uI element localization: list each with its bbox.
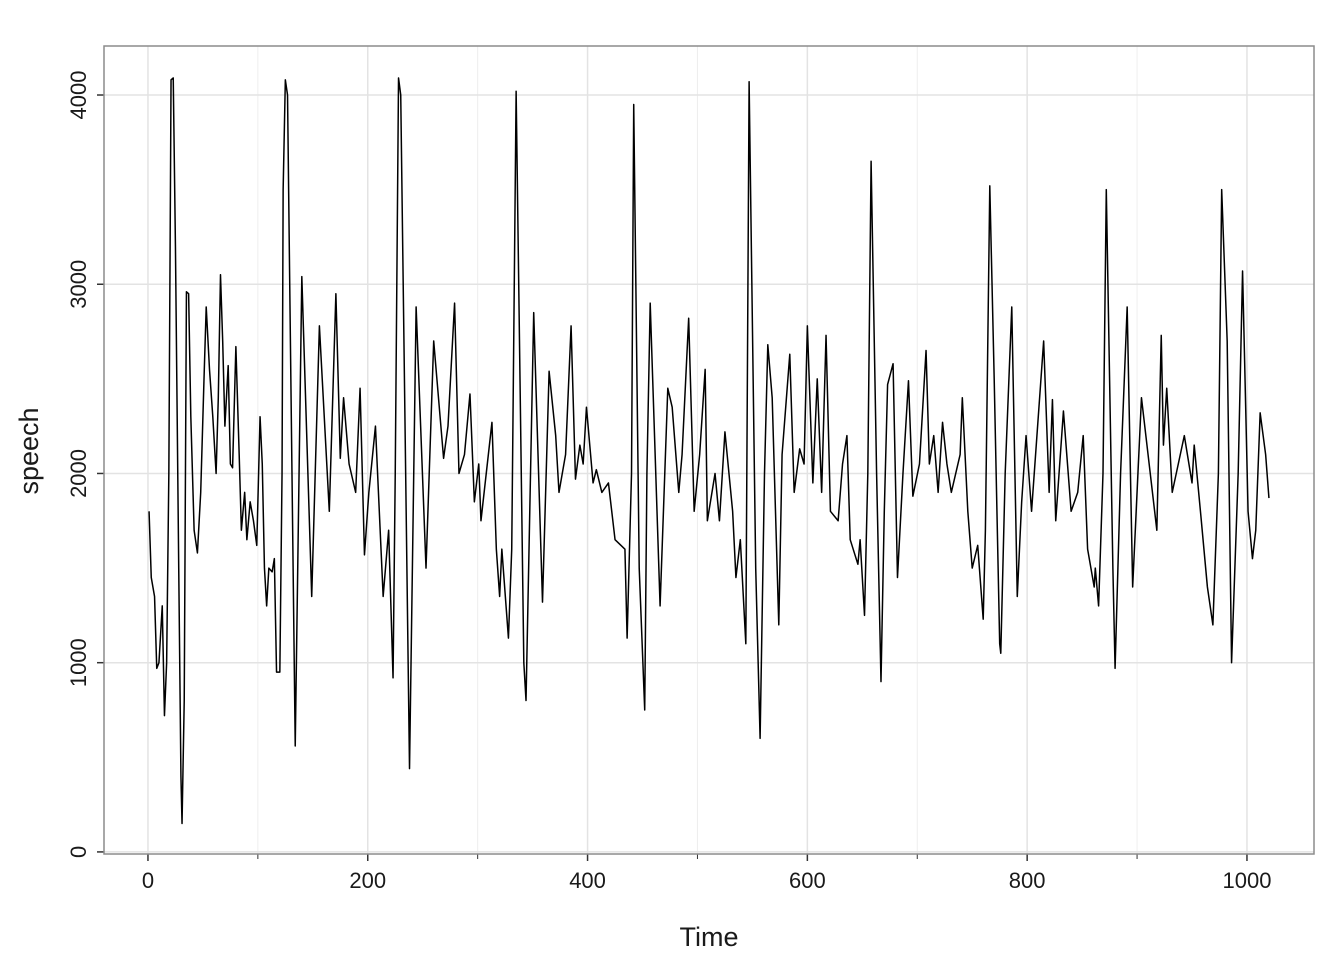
x-tick-label: 1000 — [1222, 868, 1271, 893]
x-tick-label: 600 — [789, 868, 826, 893]
y-tick-label: 2000 — [66, 449, 91, 498]
y-tick-label: 0 — [66, 846, 91, 858]
x-tick-label: 0 — [142, 868, 154, 893]
x-axis-title: Time — [680, 922, 739, 952]
y-axis-title: speech — [14, 407, 44, 494]
plot-background — [104, 46, 1314, 854]
y-tick-label: 4000 — [66, 71, 91, 120]
y-tick-label: 1000 — [66, 638, 91, 687]
series-line — [148, 77, 1270, 825]
x-tick-label: 200 — [349, 868, 386, 893]
y-tick-label: 3000 — [66, 260, 91, 309]
x-tick-label: 800 — [1009, 868, 1046, 893]
plot-border — [103, 45, 1315, 855]
x-tick-label: 400 — [569, 868, 606, 893]
